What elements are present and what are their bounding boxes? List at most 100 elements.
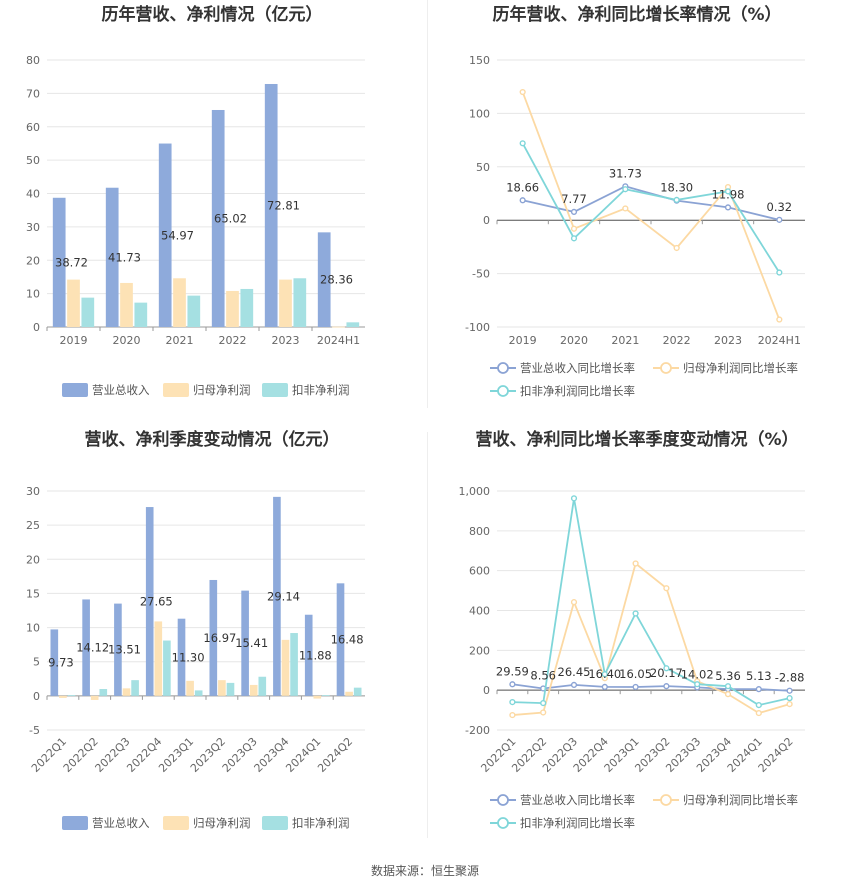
data-label: 11.98 bbox=[712, 187, 745, 201]
legend-label: 归母净利润同比增长率 bbox=[683, 361, 798, 375]
data-label: 16.48 bbox=[331, 633, 364, 647]
series-point bbox=[776, 316, 783, 323]
legend-swatch bbox=[262, 383, 288, 397]
bar-deducted-profit bbox=[240, 288, 254, 327]
data-label: 5.36 bbox=[715, 669, 741, 683]
series-line bbox=[512, 683, 790, 692]
data-label: 27.65 bbox=[140, 594, 173, 608]
data-label: 72.81 bbox=[267, 198, 300, 212]
legend-marker bbox=[660, 362, 672, 374]
series-point bbox=[509, 711, 516, 719]
bar-deducted-profit bbox=[322, 695, 330, 696]
data-label: 5.13 bbox=[746, 669, 772, 683]
data-label: 20.17 bbox=[650, 666, 683, 680]
series-point bbox=[519, 197, 526, 204]
y-tick-label: 100 bbox=[469, 107, 490, 120]
chart-title: 历年营收、净利同比增长率情况（%） bbox=[492, 4, 781, 25]
bar-net-profit bbox=[281, 639, 290, 696]
series-point bbox=[673, 196, 680, 204]
y-tick-label: 25 bbox=[26, 519, 40, 532]
legend-label: 营业总收入 bbox=[92, 383, 150, 397]
bar-net-profit bbox=[90, 695, 99, 700]
data-label: 54.97 bbox=[161, 228, 194, 242]
y-tick-label: 50 bbox=[476, 161, 490, 174]
data-label: 16.05 bbox=[619, 667, 652, 681]
series-point bbox=[622, 186, 629, 193]
bar-revenue bbox=[105, 187, 119, 327]
x-tick-label: 2023 bbox=[272, 334, 300, 347]
series-point bbox=[663, 585, 670, 592]
bar-net-profit bbox=[249, 684, 258, 696]
chart-title: 营收、净利季度变动情况（亿元） bbox=[85, 429, 340, 450]
series-point bbox=[601, 671, 608, 678]
series-point bbox=[570, 599, 578, 606]
data-label: 16.97 bbox=[203, 631, 236, 645]
divider-vertical-bottom bbox=[427, 432, 428, 838]
chart-annual-growth-rate: 历年营收、净利同比增长率情况（%） -100 -50 0 50 100 150 2019 202… bbox=[465, 4, 805, 398]
legend-label: 营业总收入同比增长率 bbox=[520, 361, 635, 375]
y-tick-label: 600 bbox=[469, 565, 490, 578]
series-point bbox=[724, 204, 732, 211]
y-tick-label: 200 bbox=[469, 644, 490, 657]
y-tick-label: 20 bbox=[26, 553, 40, 566]
bar-revenue bbox=[177, 618, 186, 696]
bar-deducted-profit bbox=[131, 680, 139, 696]
legend-swatch bbox=[163, 816, 189, 830]
x-tick-label: 2022 bbox=[219, 334, 247, 347]
bar-net-profit bbox=[218, 680, 226, 696]
series-point bbox=[755, 702, 762, 709]
bar-revenue bbox=[264, 83, 278, 327]
bar-deducted-profit bbox=[346, 322, 360, 327]
series-point bbox=[673, 244, 680, 252]
series-point bbox=[519, 140, 526, 147]
series-line bbox=[512, 498, 790, 707]
chart-title: 历年营收、净利情况（亿元） bbox=[102, 4, 323, 25]
x-tick-label: 2020 bbox=[113, 334, 141, 347]
data-label: 13.51 bbox=[108, 643, 141, 657]
y-tick-label: 0 bbox=[33, 321, 40, 334]
data-label: 16.40 bbox=[588, 667, 621, 681]
series-point bbox=[663, 683, 670, 690]
x-tick-label: 2024Q2 bbox=[315, 735, 355, 775]
bar-deducted-profit bbox=[81, 297, 95, 327]
bar-net-profit bbox=[345, 691, 353, 696]
data-label: 14.02 bbox=[681, 667, 714, 681]
series-point bbox=[509, 699, 516, 706]
y-tick-label: 1,000 bbox=[459, 485, 491, 498]
data-label: 7.77 bbox=[561, 192, 587, 206]
data-source-note: 数据来源：恒生聚源 bbox=[370, 864, 479, 878]
data-label: 38.72 bbox=[55, 255, 88, 269]
series-point bbox=[776, 269, 783, 276]
series-point bbox=[755, 686, 762, 693]
x-tick-label: 2024H1 bbox=[317, 334, 360, 347]
bar-deducted-profit bbox=[353, 687, 362, 696]
legend-swatch bbox=[262, 816, 288, 830]
chart-annual-revenue-profit: 历年营收、净利情况（亿元） 0 10 20 30 40 50 60 70 80 2019 2020 20… bbox=[26, 4, 365, 397]
data-label: 26.45 bbox=[558, 665, 591, 679]
bar-revenue bbox=[209, 579, 218, 696]
y-tick-label: 40 bbox=[26, 188, 40, 201]
series-point bbox=[663, 665, 670, 672]
data-label: 0.32 bbox=[767, 200, 793, 214]
data-label: 41.73 bbox=[108, 250, 141, 264]
bar-revenue bbox=[336, 583, 345, 696]
series-point bbox=[509, 681, 516, 688]
series-point bbox=[786, 687, 793, 694]
y-tick-label: 80 bbox=[26, 54, 40, 67]
data-label: 31.73 bbox=[609, 166, 642, 180]
series-point bbox=[622, 205, 629, 212]
data-label: 15.41 bbox=[235, 636, 268, 650]
data-label: 11.30 bbox=[172, 650, 205, 664]
legend-swatch bbox=[163, 383, 189, 397]
series-point bbox=[540, 700, 547, 707]
y-tick-label: -50 bbox=[472, 268, 490, 281]
bar-revenue bbox=[114, 603, 122, 696]
divider-vertical-top bbox=[427, 0, 428, 408]
bar-net-profit bbox=[173, 278, 186, 327]
legend-swatch bbox=[62, 816, 88, 830]
data-label: 29.59 bbox=[496, 664, 529, 678]
data-label: 18.30 bbox=[660, 181, 693, 195]
y-tick-label: 0 bbox=[483, 214, 490, 227]
y-tick-label: 800 bbox=[469, 525, 490, 538]
y-tick-label: 70 bbox=[26, 87, 40, 100]
